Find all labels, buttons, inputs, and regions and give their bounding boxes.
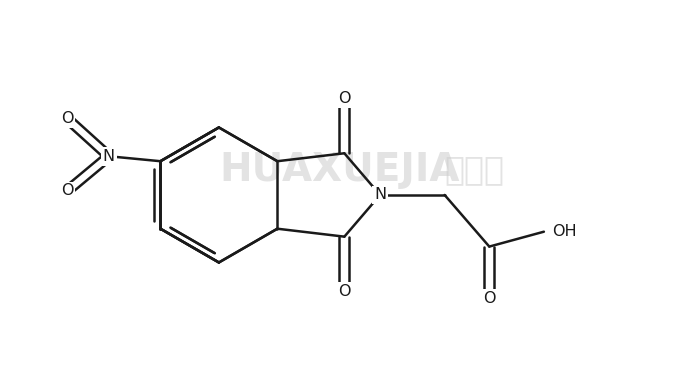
Text: OH: OH [552, 224, 577, 239]
Text: O: O [61, 111, 73, 126]
Text: 化学加: 化学加 [444, 154, 504, 187]
Text: O: O [338, 91, 351, 106]
Text: HUAXUEJIA: HUAXUEJIA [220, 151, 460, 189]
Text: O: O [61, 184, 73, 198]
Text: O: O [338, 284, 351, 299]
Text: N: N [374, 187, 386, 203]
Text: O: O [483, 291, 496, 306]
Text: N: N [103, 149, 115, 164]
